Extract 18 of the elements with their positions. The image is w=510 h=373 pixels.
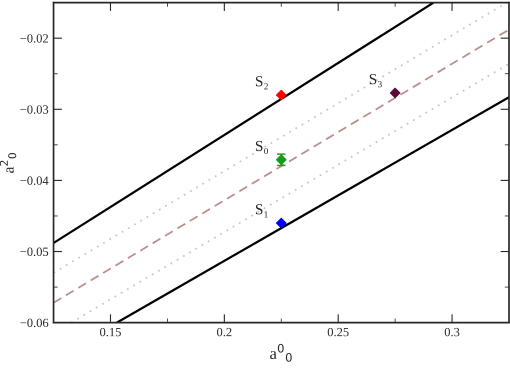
x-tick-label: 0.2 xyxy=(217,328,232,336)
y-tick-label: −0.06 xyxy=(20,318,48,328)
y-tick-label: −0.05 xyxy=(20,248,48,256)
x-axis-title: a$^{0}$$_{0}$ xyxy=(270,344,292,362)
series-label: S₃ xyxy=(370,74,382,88)
y-tick-label: −0.03 xyxy=(20,105,48,114)
point xyxy=(276,90,287,100)
y-tick-label: −0.02 xyxy=(20,34,48,43)
point xyxy=(390,88,400,98)
y-tick-label: −0.04 xyxy=(20,176,48,185)
point xyxy=(276,218,287,228)
x-tick-label: 0.25 xyxy=(328,328,349,336)
series-label: S₁ xyxy=(256,204,268,218)
x-tick-label: 0.3 xyxy=(444,328,460,336)
series-label: S₀ xyxy=(256,140,268,154)
x-tick-label: 0.15 xyxy=(100,328,121,336)
series-label: S₂ xyxy=(256,76,268,90)
y-axis-title: a$^{2}$$_{0}$ xyxy=(0,153,16,173)
